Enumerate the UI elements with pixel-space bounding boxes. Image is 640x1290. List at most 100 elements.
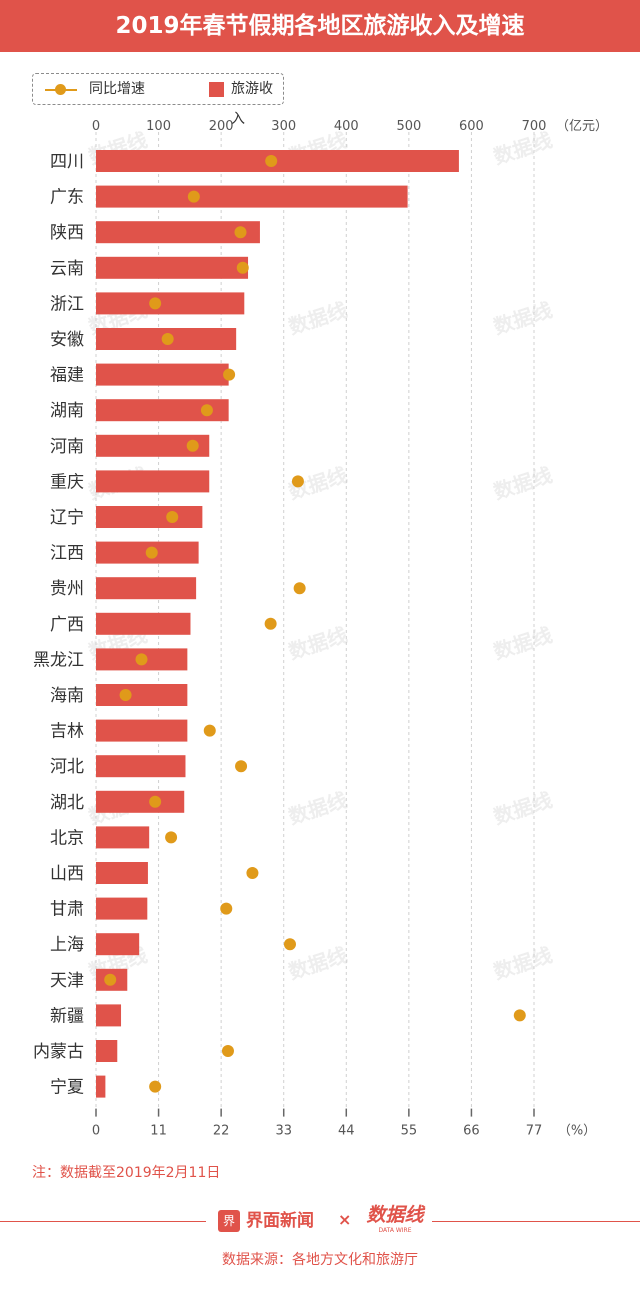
growth-dot — [513, 1009, 526, 1022]
revenue-bar — [96, 506, 203, 528]
bottom-axis-tick-label: 44 — [338, 1124, 355, 1139]
top-axis-tick-label: 200 — [209, 119, 234, 134]
category-label: 安徽 — [50, 330, 84, 350]
partner-logo: 数据线 DATA WIRE — [366, 1204, 425, 1234]
growth-dot — [265, 155, 278, 167]
legend-revenue-label: 旅游收入 — [231, 81, 273, 127]
legend-revenue-swatch-icon — [209, 82, 224, 97]
watermark: 数据线 — [491, 943, 555, 984]
category-label: 甘肃 — [50, 900, 84, 920]
growth-dot — [264, 617, 277, 630]
growth-dot — [235, 760, 248, 773]
growth-dot — [291, 475, 304, 488]
growth-dot — [165, 831, 178, 844]
category-label: 辽宁 — [50, 508, 84, 528]
revenue-bar — [96, 185, 408, 208]
growth-dot — [187, 190, 200, 203]
category-label: 河北 — [50, 757, 84, 777]
revenue-bar — [96, 363, 229, 386]
revenue-bar — [96, 577, 197, 600]
category-label: 广东 — [50, 188, 84, 208]
watermark: 数据线 — [286, 788, 350, 829]
category-label: 重庆 — [50, 472, 84, 492]
growth-dot — [236, 261, 249, 274]
category-label: 贵州 — [50, 579, 84, 599]
bottom-axis-tick-label: 33 — [275, 1124, 292, 1139]
bottom-axis-tick-label: 77 — [526, 1124, 543, 1139]
title-divider — [0, 52, 640, 54]
bottom-axis-tick-label: 66 — [463, 1124, 480, 1139]
growth-dot — [119, 689, 132, 701]
watermark: 数据线 — [491, 298, 555, 339]
growth-dot — [234, 226, 247, 239]
category-label: 山西 — [50, 864, 84, 884]
revenue-bar — [96, 1040, 118, 1062]
brand-icon: 界 — [218, 1210, 240, 1232]
bottom-axis-tick-label: 11 — [150, 1124, 167, 1139]
page-title: 2019年春节假期各地区旅游收入及增速 — [115, 13, 525, 39]
revenue-bar — [96, 790, 185, 813]
watermark: 数据线 — [286, 943, 350, 984]
growth-dot — [135, 653, 148, 666]
category-label: 海南 — [50, 686, 84, 706]
revenue-bar — [96, 150, 459, 172]
data-note: 注：数据截至2019年2月11日 — [32, 1165, 221, 1181]
growth-dot — [161, 333, 174, 345]
footer-divider-right — [432, 1221, 640, 1222]
top-axis-tick-label: 0 — [92, 119, 100, 134]
top-axis-tick-label: 600 — [459, 119, 484, 134]
watermark: 数据线 — [286, 298, 350, 339]
revenue-bar — [96, 1075, 106, 1098]
legend-growth-label: 同比增速 — [89, 81, 145, 97]
revenue-bar — [96, 256, 249, 279]
growth-dot — [104, 973, 117, 986]
growth-dot — [221, 1045, 234, 1057]
revenue-bar — [96, 755, 186, 778]
bottom-axis-unit: （%） — [558, 1124, 596, 1139]
category-label: 宁夏 — [50, 1078, 84, 1098]
revenue-bar — [96, 897, 148, 920]
growth-dot — [220, 902, 233, 915]
category-label: 内蒙古 — [33, 1042, 84, 1062]
bottom-axis-tick-label: 55 — [401, 1124, 418, 1139]
category-label: 广西 — [50, 615, 84, 635]
partner-logo-tagline: DATA WIRE — [378, 1227, 411, 1234]
category-label: 福建 — [50, 366, 84, 386]
collab-cross: × — [338, 1210, 352, 1229]
top-axis-tick-label: 300 — [271, 119, 296, 134]
growth-dot — [145, 546, 158, 559]
growth-dot — [149, 297, 162, 310]
category-label: 河南 — [50, 437, 84, 457]
category-label: 四川 — [50, 152, 84, 172]
data-source: 数据来源：各地方文化和旅游厅 — [222, 1252, 418, 1268]
growth-dot — [246, 867, 259, 879]
revenue-bar — [96, 470, 210, 493]
category-label: 湖北 — [50, 793, 84, 813]
category-label: 湖南 — [50, 401, 84, 421]
category-label: 江西 — [50, 544, 84, 564]
growth-dot — [166, 511, 179, 523]
revenue-bar — [96, 612, 191, 635]
bottom-axis-tick-label: 22 — [213, 1124, 230, 1139]
category-label: 天津 — [50, 971, 84, 991]
bottom-axis-tick-label: 0 — [92, 1124, 100, 1139]
footer-divider-left — [0, 1221, 206, 1222]
revenue-bar — [96, 862, 148, 884]
top-axis-tick-label: 500 — [396, 119, 421, 134]
revenue-bar — [96, 1004, 122, 1027]
legend-growth-dot-icon — [55, 84, 66, 95]
category-label: 陕西 — [50, 223, 84, 243]
category-label: 云南 — [50, 259, 84, 279]
top-axis-unit: （亿元） — [556, 119, 608, 134]
revenue-bar — [96, 434, 210, 457]
category-label: 北京 — [50, 828, 84, 848]
chart-legend: 同比增速 旅游收入 — [32, 73, 284, 127]
growth-dot — [200, 404, 213, 417]
growth-dot — [149, 1080, 162, 1093]
category-label: 上海 — [50, 935, 84, 955]
category-label: 吉林 — [50, 722, 84, 742]
brand-name: 界面新闻 — [246, 1211, 314, 1231]
growth-dot — [186, 439, 199, 452]
category-label: 黑龙江 — [33, 650, 84, 670]
